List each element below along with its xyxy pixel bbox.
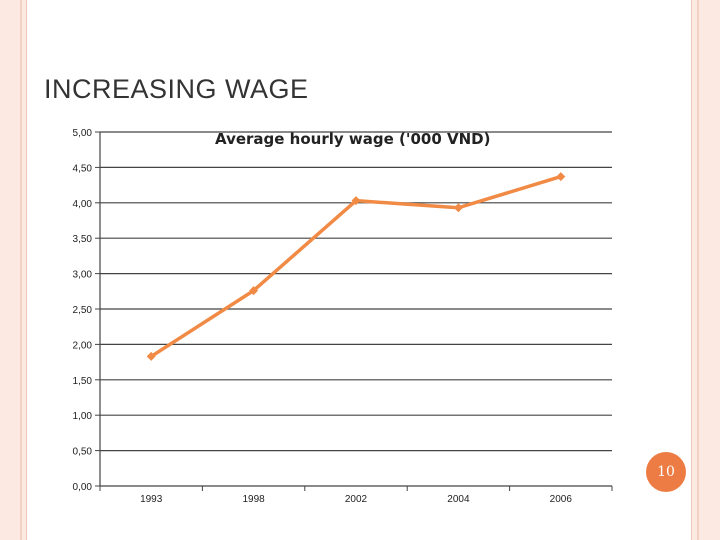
x-tick-label: 1993 [140,494,163,505]
chart-title: Average hourly wage ('000 VND) [215,130,491,148]
y-tick-label: 0,50 [73,447,93,458]
data-point [453,203,463,213]
y-tick-label: 3,50 [73,234,93,245]
data-point [146,351,156,361]
x-tick-label: 1998 [242,494,265,505]
y-tick-label: 5,00 [73,128,93,139]
slide-frame-right [691,0,720,540]
y-tick-label: 2,50 [73,305,93,316]
y-tick-label: 4,50 [73,163,93,174]
slide-frame-left [0,0,27,540]
y-tick-label: 4,00 [73,199,93,210]
page-number-badge: 10 [646,452,686,492]
data-point [249,286,259,296]
x-tick-label: 2006 [550,494,573,505]
y-tick-label: 1,00 [73,411,93,422]
y-tick-label: 1,50 [73,376,93,387]
slide-title: INCREASING WAGE [44,74,309,104]
x-tick-label: 2002 [345,494,368,505]
y-tick-label: 3,00 [73,270,93,281]
data-point [351,196,361,206]
x-tick-label: 2004 [447,494,470,505]
y-tick-label: 2,00 [73,340,93,351]
data-point [556,172,566,182]
y-tick-label: 0,00 [73,482,93,493]
